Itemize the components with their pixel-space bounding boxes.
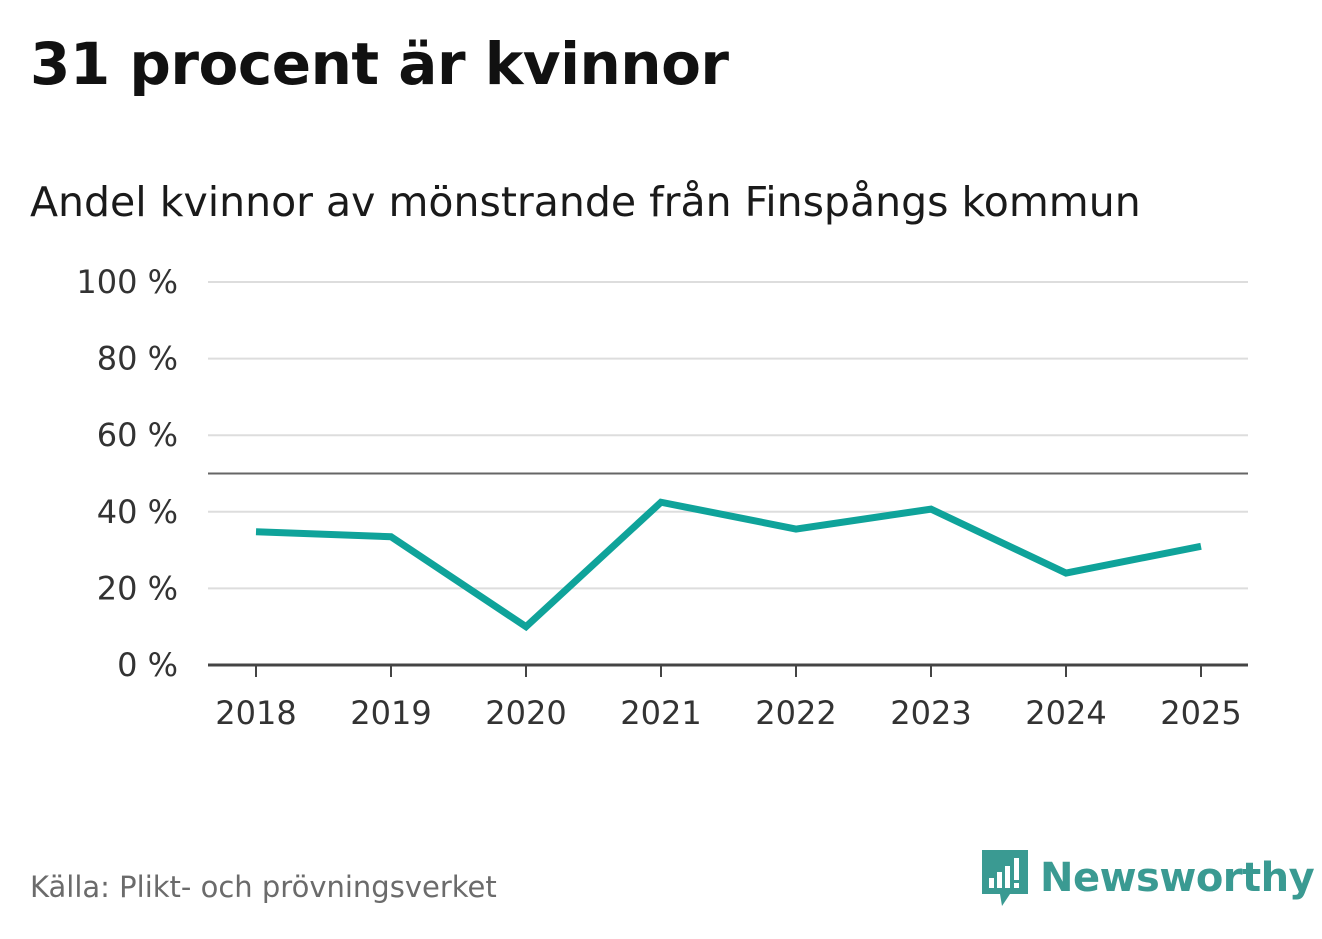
y-tick-label-80: 80 % [97, 340, 178, 378]
y-tick-label-100: 100 % [76, 263, 178, 301]
brand-name: Newsworthy [1040, 855, 1315, 901]
x-tick-label-2022: 2022 [755, 694, 836, 732]
y-tick-label-0: 0 % [117, 646, 178, 684]
y-tick-label-60: 60 % [97, 416, 178, 454]
series-group [255, 498, 1202, 632]
line-chart: 0 % 20 % 40 % 60 % 80 % 100 % 2018 2019 2020 2021… [76, 263, 1248, 732]
x-tick-label-2025: 2025 [1160, 694, 1241, 732]
x-tick-label-2020: 2020 [485, 694, 566, 732]
x-tick-label-2019: 2019 [350, 694, 431, 732]
tick-labels: 0 % 20 % 40 % 60 % 80 % 100 % 2018 2019 2020 2021… [76, 263, 1241, 732]
axes [208, 663, 1248, 677]
chart-title: 31 procent är kvinnor [30, 30, 729, 98]
chart-subtitle: Andel kvinnor av mönstrande från Finspån… [30, 178, 1141, 226]
x-tick-label-2021: 2021 [620, 694, 701, 732]
brand-logo: Newsworthy [980, 848, 1315, 908]
y-tick-label-40: 40 % [97, 493, 178, 531]
y-tick-label-20: 20 % [97, 569, 178, 607]
x-tick-label-2023: 2023 [890, 694, 971, 732]
source-note: Källa: Plikt- och prövningsverket [30, 870, 497, 904]
newsworthy-logo-icon [982, 850, 1028, 906]
series-line-0 [255, 498, 1202, 632]
x-tick-label-2018: 2018 [215, 694, 296, 732]
x-tick-label-2024: 2024 [1025, 694, 1106, 732]
gridlines [208, 281, 1248, 590]
